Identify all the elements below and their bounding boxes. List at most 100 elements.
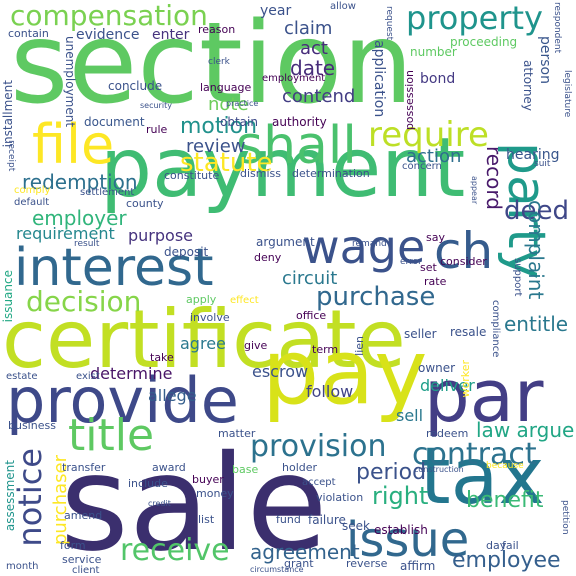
- word: redeem: [426, 427, 469, 440]
- word: bond: [420, 71, 456, 87]
- word: support: [512, 258, 523, 297]
- word: payment: [100, 121, 466, 216]
- word: complaint: [524, 200, 548, 300]
- word: possession: [403, 70, 416, 131]
- word: deny: [254, 251, 282, 264]
- word: base: [232, 463, 259, 476]
- word: determination: [292, 167, 370, 180]
- word: follow: [306, 382, 354, 401]
- word: comply: [14, 185, 51, 196]
- word: dismiss: [240, 167, 282, 180]
- word: pay: [262, 320, 428, 425]
- word: compensation: [10, 0, 208, 32]
- word: par: [424, 354, 544, 438]
- word: suit: [534, 159, 551, 169]
- word: proceeding: [450, 35, 518, 49]
- word: form: [60, 539, 86, 552]
- word: deposit: [164, 245, 209, 259]
- word: rate: [424, 275, 447, 288]
- word: take: [150, 351, 174, 364]
- word: tax: [420, 432, 545, 522]
- word: amend: [64, 509, 103, 522]
- word: employer: [32, 206, 127, 230]
- word: number: [410, 45, 457, 59]
- word: fund: [276, 513, 301, 526]
- word: appear: [470, 176, 479, 205]
- word: assessment: [3, 460, 17, 532]
- word: file: [32, 113, 115, 176]
- word: provision: [250, 429, 387, 464]
- word: client: [72, 565, 100, 576]
- word: constitute: [164, 169, 220, 182]
- word: establish: [374, 523, 428, 537]
- word: property: [406, 0, 543, 37]
- word: award: [152, 461, 186, 474]
- word: holder: [282, 461, 318, 474]
- word: worker: [459, 360, 472, 398]
- word: shall: [236, 116, 357, 176]
- word: lien: [353, 336, 366, 356]
- word: seller: [404, 327, 437, 341]
- word: error: [400, 257, 422, 267]
- word: record: [482, 146, 506, 210]
- word: right: [372, 482, 429, 510]
- word: seek: [342, 519, 370, 533]
- word: exist: [76, 371, 100, 382]
- word: legislature: [562, 70, 572, 118]
- word: allege: [148, 386, 197, 405]
- word: result: [74, 239, 100, 249]
- word: owner: [418, 361, 456, 375]
- word: issue: [346, 512, 470, 568]
- word: rule: [146, 123, 168, 136]
- word: benefit: [466, 488, 544, 513]
- word: date: [290, 56, 336, 80]
- word: failure: [308, 513, 346, 527]
- word: authority: [272, 115, 327, 129]
- word: matter: [218, 427, 256, 440]
- word: fail: [502, 539, 519, 552]
- word: determine: [90, 364, 173, 383]
- word: estate: [6, 371, 38, 382]
- word: credit: [148, 499, 171, 508]
- word: provide: [6, 364, 239, 437]
- word: deliver: [420, 376, 475, 395]
- word: contend: [282, 86, 356, 107]
- word: employment: [262, 73, 326, 84]
- word: transfer: [62, 461, 106, 474]
- word: period: [356, 460, 427, 485]
- word: business: [8, 419, 56, 432]
- word: month: [6, 561, 39, 572]
- word: security: [140, 101, 172, 110]
- word: escrow: [252, 362, 309, 381]
- word: give: [244, 339, 268, 352]
- word: wage: [302, 220, 426, 274]
- word: application: [371, 40, 387, 118]
- word: hearing: [506, 147, 560, 163]
- word: affirm: [400, 559, 436, 573]
- word: party: [496, 142, 556, 280]
- word: settlement: [80, 187, 135, 198]
- word: contract: [412, 437, 537, 472]
- word: effect: [230, 295, 259, 306]
- word: because: [486, 461, 524, 471]
- word: resale: [450, 325, 487, 339]
- word: grant: [284, 557, 314, 570]
- word: clerk: [208, 57, 230, 67]
- word: allow: [330, 1, 356, 12]
- word: office: [296, 309, 327, 322]
- word: receive: [120, 533, 230, 568]
- word: employee: [452, 548, 561, 573]
- word: require: [368, 115, 489, 155]
- word: practice: [226, 99, 259, 108]
- word: law argue: [476, 418, 575, 442]
- word: circuit: [282, 268, 338, 289]
- word: sale: [60, 427, 328, 576]
- word: installment: [1, 80, 15, 148]
- word: requirement: [16, 224, 115, 243]
- word: title: [68, 410, 155, 461]
- word: note: [208, 94, 249, 115]
- word: sell: [396, 406, 424, 425]
- word: reverse: [346, 557, 388, 570]
- word: compliance: [490, 300, 501, 358]
